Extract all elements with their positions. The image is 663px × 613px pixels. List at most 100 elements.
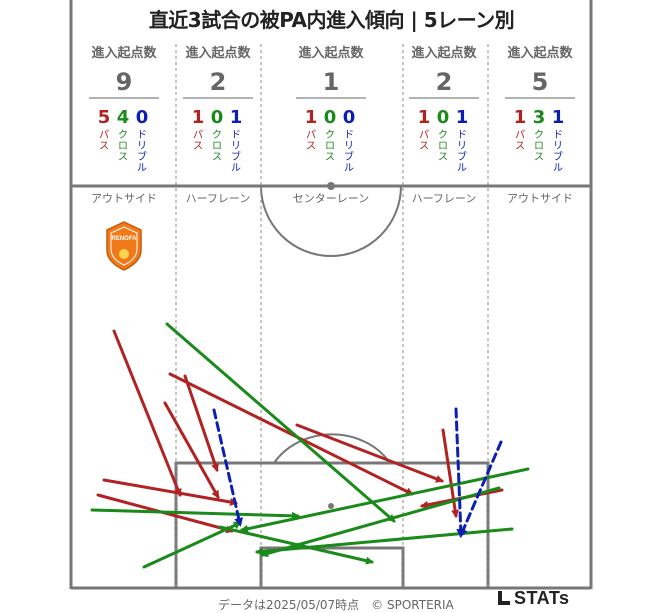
cross-arrow [240,467,530,533]
svg-text:リ: リ [553,141,563,152]
svg-text:ブ: ブ [553,150,563,163]
svg-text:ロ: ロ [212,141,222,152]
dribble-arrow [454,407,466,538]
svg-text:ル: ル [553,163,563,174]
svg-text:ル: ル [231,163,241,174]
lane-pass-label: パス [193,129,203,152]
lane-cross-count: 0 [437,107,450,128]
lane-total: 9 [116,68,133,96]
lane-dribble-count: 1 [230,107,243,128]
svg-text:ス: ス [419,141,429,152]
svg-text:ド: ド [457,130,467,141]
svg-text:ブ: ブ [231,150,241,163]
page-title: 直近3試合の被PA内進入傾向 | 5レーン別 [148,8,515,32]
svg-text:パ: パ [99,129,109,141]
lane-header-label: 進入起点数 [91,45,157,61]
svg-text:ル: ル [344,163,354,174]
lane-total: 5 [532,68,549,96]
svg-text:リ: リ [344,141,354,152]
svg-text:ス: ス [325,152,335,163]
svg-text:ド: ド [553,130,563,141]
lane-cross-label: クロス [118,129,128,163]
svg-text:ス: ス [438,152,448,163]
svg-text:ク: ク [212,129,222,141]
svg-text:リ: リ [457,141,467,152]
penalty-arc [273,433,391,464]
lane-pass-count: 1 [418,107,431,128]
svg-text:ロ: ロ [118,141,128,152]
svg-text:ロ: ロ [534,141,544,152]
renofa-crest-icon: RENOFA [106,221,142,271]
lane-cross-count: 0 [324,107,337,128]
pass-arrow [295,423,444,483]
svg-text:ル: ル [457,163,467,174]
center-spot [327,182,335,190]
lane-pass-label: パス [306,129,316,152]
lane-total: 2 [436,68,453,96]
svg-text:ス: ス [534,152,544,163]
cross-arrow [90,508,300,520]
footer-note: データは2025/05/07時点 © SPORTERIA [218,598,454,612]
lane-cross-count: 4 [117,107,130,128]
lane-cross-label: クロス [212,129,222,163]
cross-arrow [142,521,242,569]
pass-arrow [102,478,238,506]
dribble-arrow [459,440,503,538]
svg-text:ス: ス [99,141,109,152]
pass-arrow [168,372,414,496]
penalty-spot [328,503,334,509]
svg-text:パ: パ [306,129,316,141]
zone-label: アウトサイド [91,192,157,205]
cross-arrow [165,322,396,523]
svg-text:ス: ス [515,141,525,152]
lane-pass-label: パス [515,129,525,152]
svg-text:ス: ス [306,141,316,152]
svg-text:ド: ド [344,130,354,141]
lane-total: 2 [210,68,227,96]
lane-header-label: 進入起点数 [411,45,477,61]
svg-text:ク: ク [438,129,448,141]
svg-text:ク: ク [118,129,128,141]
svg-text:ド: ド [137,130,147,141]
svg-text:ス: ス [193,141,203,152]
pass-arrow [112,329,182,497]
lane-cross-label: クロス [438,129,448,163]
lane-total: 1 [323,68,340,96]
svg-text:ブ: ブ [344,150,354,163]
zone-label: アウトサイド [507,192,573,205]
svg-text:ブ: ブ [137,150,147,163]
svg-text:リ: リ [231,141,241,152]
pass-arrow [163,401,220,499]
lane-header-label: 進入起点数 [507,45,573,61]
lane-pass-count: 1 [305,107,318,128]
lane-pass-count: 1 [192,107,205,128]
lane-dribble-count: 0 [136,107,149,128]
dribble-arrow [212,408,244,527]
svg-text:パ: パ [193,129,203,141]
svg-text:ロ: ロ [438,141,448,152]
svg-text:パ: パ [515,129,525,141]
cross-arrow [260,486,501,558]
lane-pass-label: パス [99,129,109,152]
lane-cross-label: クロス [325,129,335,163]
lane-pass-count: 1 [514,107,527,128]
lane-pass-count: 5 [98,107,111,128]
lane-dribble-count: 0 [343,107,356,128]
svg-text:ル: ル [137,163,147,174]
lane-header-label: 進入起点数 [185,45,251,61]
zone-label: センターレーン [293,192,369,205]
svg-text:ロ: ロ [325,141,335,152]
lane-dribble-count: 1 [552,107,565,128]
lane-cross-label: クロス [534,129,544,163]
stats-logo-icon [498,591,510,605]
lane-cross-count: 0 [211,107,224,128]
center-circle [260,185,402,257]
